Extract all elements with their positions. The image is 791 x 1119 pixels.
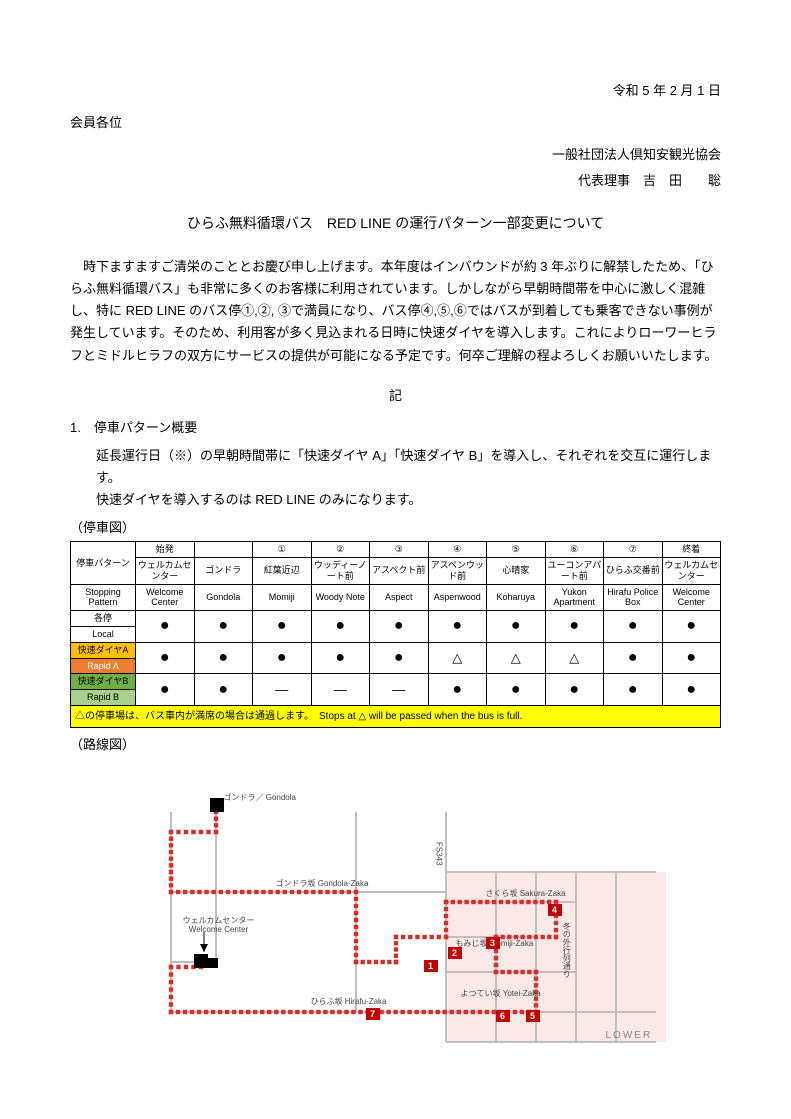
table-caption: （停車図） xyxy=(70,517,721,539)
section1-head: 1. 停車パターン概要 xyxy=(70,417,721,439)
label-fs343: FS343 xyxy=(434,842,443,866)
stop-marker-6: 6 xyxy=(496,1010,510,1022)
sender-org: 一般社団法人倶知安観光協会 xyxy=(70,144,721,166)
map-caption: （路線図） xyxy=(70,734,721,756)
label-gondola-zaka: ゴンドラ坂 Gondola-Zaka xyxy=(276,880,369,889)
label-gondola: ゴンドラ／ Gondola xyxy=(224,794,296,803)
label-hirafu-zaka: ひらふ坂 Hirafu-Zaka xyxy=(311,998,387,1007)
stop-marker-1: 1 xyxy=(424,960,438,972)
section1-line2: 快速ダイヤを導入するのは RED LINE のみになります。 xyxy=(96,489,721,511)
sender-person: 代表理事 吉 田 聡 xyxy=(70,170,721,192)
stop-marker-5: 5 xyxy=(526,1010,540,1022)
label-welcome: ウェルカムセンター Welcome Center xyxy=(174,917,264,935)
stop-marker-2: 2 xyxy=(448,947,462,959)
route-map: ゴンドラ／ Gondola ゴンドラ坂 Gondola-Zaka ウェルカムセン… xyxy=(116,762,676,1052)
label-sakura-zaka: さくら坂 Sakura-Zaka xyxy=(486,890,566,899)
ki-mark: 記 xyxy=(70,385,721,407)
label-lower: LOWER xyxy=(606,1027,653,1044)
label-todori: 冬の外行列通り xyxy=(562,922,571,978)
body-paragraph: 時下ますますご清栄のこととお慶び申し上げます。本年度はインバウンドが約 3 年ぶ… xyxy=(70,256,721,366)
table-note: △の停車場は、バス車内が満席の場合は通過します。 Stops at △ will… xyxy=(70,706,721,728)
stop-marker-4: 4 xyxy=(548,904,562,916)
label-yotei-zaka: よつてい坂 Yotei-Zaka xyxy=(461,990,541,999)
stop-marker-7: 7 xyxy=(366,1008,380,1020)
addressee: 会員各位 xyxy=(70,112,721,134)
stopping-pattern-table: 停車パターン始発①②③④⑤⑥⑦終着ウェルカムセンターゴンドラ紅葉近辺ウッディーノ… xyxy=(70,541,721,706)
section1-line1: 延長運行日（※）の早朝時間帯に「快速ダイヤ A」「快速ダイヤ B」を導入し、それ… xyxy=(96,445,721,489)
document-date: 令和 5 年 2 月 1 日 xyxy=(70,80,721,102)
document-title: ひらふ無料循環バス RED LINE の運行パターン一部変更について xyxy=(70,212,721,236)
stop-marker-3: 3 xyxy=(486,937,500,949)
